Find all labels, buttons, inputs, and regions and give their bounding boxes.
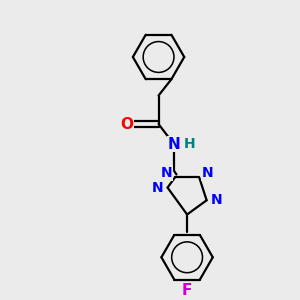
Text: N: N (168, 136, 181, 152)
Text: N: N (202, 166, 214, 180)
Text: O: O (121, 116, 134, 131)
Text: N: N (160, 166, 172, 180)
Text: N: N (211, 193, 222, 207)
Text: N: N (152, 181, 164, 195)
Text: F: F (182, 283, 192, 298)
Text: H: H (183, 137, 195, 151)
